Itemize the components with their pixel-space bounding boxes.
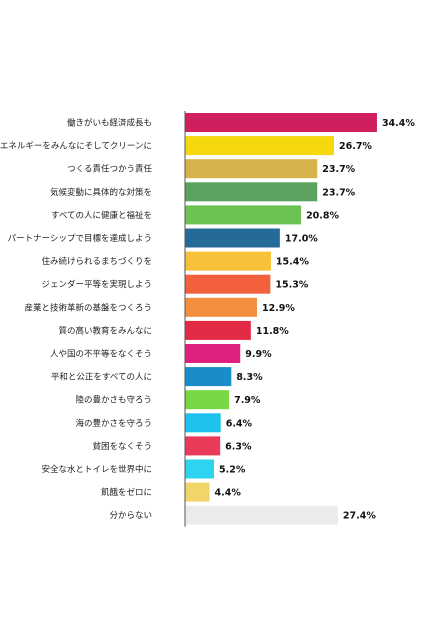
value-label: 12.9% (262, 303, 295, 314)
category-label: 住み続けられるまちづくりを (41, 256, 152, 267)
value-label: 9.9% (245, 349, 272, 360)
category-label: 飢餓をゼロに (101, 487, 152, 498)
value-label: 5.2% (219, 465, 246, 476)
category-label: つくる責任つかう責任 (67, 164, 152, 175)
category-label: エネルギーをみんなにそしてクリーンに (0, 142, 152, 152)
category-label: 平和と公正をすべての人に (51, 373, 152, 383)
bar (185, 320, 251, 340)
value-label: 15.4% (276, 257, 309, 268)
bar-row: 産業と技術革新の基盤をつくろう 12.9% (24, 297, 295, 317)
bar-row: 分からない 27.4% (109, 505, 376, 525)
bar (185, 159, 318, 179)
category-label: 気候変動に具体的な対策を (50, 187, 152, 198)
value-label: 6.4% (226, 418, 253, 429)
value-label: 26.7% (339, 141, 372, 152)
value-label: 23.7% (322, 164, 355, 175)
bar-row: つくる責任つかう責任 23.7% (67, 159, 356, 179)
bar (185, 136, 334, 156)
bar (185, 228, 280, 248)
bar-row: 質の高い教育をみんなに 11.8% (58, 320, 289, 340)
bar-row: 住み続けられるまちづくりを 15.4% (41, 251, 309, 271)
category-label: 安全な水とトイレを世界中に (41, 464, 152, 475)
category-label: 人や国の不平等をなくそう (50, 349, 152, 360)
bar-row: 気候変動に具体的な対策を 23.7% (50, 182, 356, 202)
value-label: 23.7% (322, 187, 355, 198)
category-label: 陸の豊かさも守ろう (75, 395, 152, 406)
bar (185, 413, 221, 433)
value-label: 11.8% (256, 326, 289, 337)
category-label: パートナーシップで目標を達成しよう (8, 233, 152, 244)
bar-row: パートナーシップで目標を達成しよう 17.0% (8, 228, 318, 248)
category-label: 分からない (109, 511, 152, 521)
bar (185, 251, 271, 271)
bar (185, 459, 215, 479)
bar (185, 505, 338, 525)
category-label: 産業と技術革新の基盤をつくろう (24, 302, 152, 313)
category-label: 質の高い教育をみんなに (58, 325, 152, 336)
bar (185, 390, 230, 410)
bar (185, 297, 257, 317)
value-label: 20.8% (306, 210, 339, 221)
category-label: すべての人に健康と福祉を (51, 210, 152, 221)
category-label: 貧困をなくそう (92, 441, 152, 452)
bar (185, 344, 241, 363)
value-label: 6.3% (225, 441, 252, 452)
bar (185, 436, 221, 456)
bar (185, 274, 271, 294)
bar-row: 平和と公正をすべての人に 8.3% (51, 367, 263, 387)
category-label: ジェンダー平等を実現しよう (41, 279, 152, 290)
bar-row: 安全な水とトイレを世界中に 5.2% (41, 459, 246, 479)
value-label: 27.4% (343, 511, 376, 522)
value-label: 17.0% (285, 234, 318, 245)
category-label: 海の豊かさを守ろう (75, 418, 152, 429)
bar-row: 貧困をなくそう 6.3% (92, 436, 252, 456)
bar-row: 人や国の不平等をなくそう 9.9% (50, 344, 272, 363)
bar-row: 海の豊かさを守ろう 6.4% (75, 413, 253, 433)
category-label: 働きがいも経済成長も (67, 118, 152, 129)
bars-layer: 働きがいも経済成長も 34.4% エネルギーをみんなにそしてクリーンに 26.7% つく… (0, 113, 415, 525)
bar-row: 飢餓をゼロに 4.4% (101, 482, 242, 502)
value-label: 4.4% (215, 488, 242, 499)
bar-row: ジェンダー平等を実現しよう 15.3% (41, 274, 309, 294)
bar-row: 働きがいも経済成長も 34.4% (67, 113, 415, 132)
bar (185, 205, 302, 225)
bar-row: すべての人に健康と福祉を 20.8% (51, 205, 340, 225)
value-label: 15.3% (275, 280, 308, 291)
bar (185, 113, 377, 132)
bar (185, 367, 232, 387)
bar (185, 482, 210, 502)
value-label: 34.4% (382, 118, 415, 129)
value-label: 8.3% (236, 372, 263, 383)
bar-row: 陸の豊かさも守ろう 7.9% (75, 390, 261, 410)
bar-row: エネルギーをみんなにそしてクリーンに 26.7% (0, 136, 372, 156)
bar (185, 182, 318, 202)
value-label: 7.9% (234, 395, 261, 406)
